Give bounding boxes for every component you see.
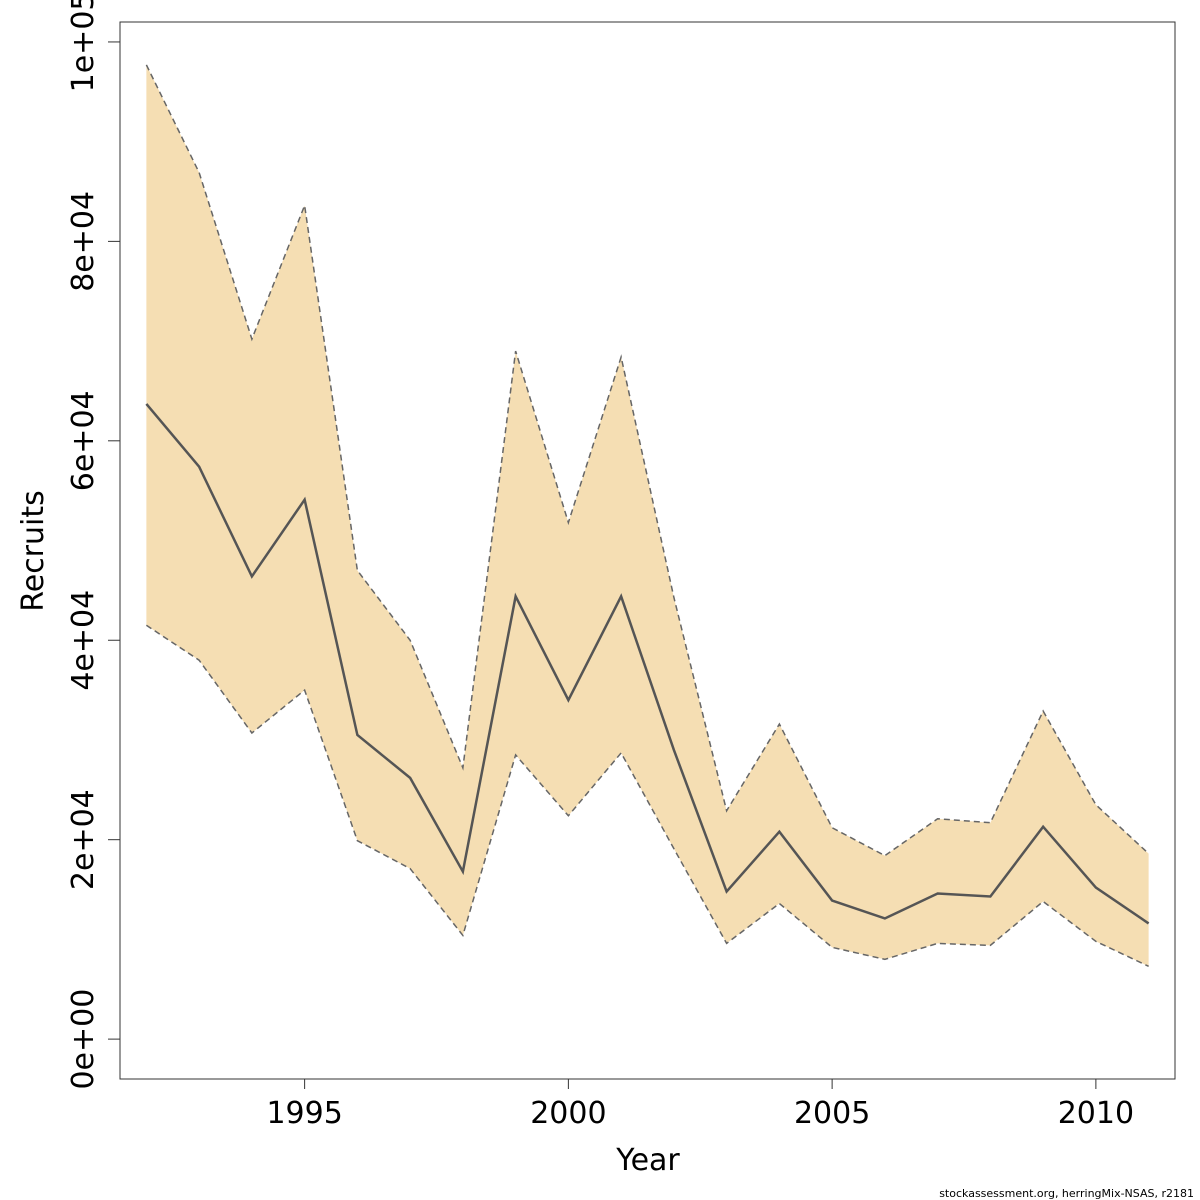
x-tick-label: 2000 — [530, 1096, 606, 1131]
x-axis: 1995 2000 2005 2010 — [266, 1079, 1134, 1131]
y-tick-label: 8e+04 — [66, 191, 101, 292]
y-tick-label: 6e+04 — [66, 390, 101, 491]
y-tick-label: 1e+05 — [66, 0, 101, 92]
y-axis-title: Recruits — [16, 490, 51, 612]
confidence-band — [146, 64, 1149, 967]
series-layer — [145, 64, 1150, 967]
lower-bound-line — [145, 624, 1149, 967]
y-axis: 0e+00 2e+04 4e+04 6e+04 8e+04 1e+05 — [66, 0, 120, 1090]
source-footer: stockassessment.org, herringMix-NSAS, r2… — [939, 1187, 1194, 1200]
confidence-band-layer — [146, 64, 1149, 967]
plot-frame — [119, 21, 1176, 1080]
x-tick-label: 2005 — [794, 1096, 870, 1131]
estimate-line — [145, 403, 1150, 925]
y-tick-label: 4e+04 — [66, 590, 101, 691]
y-tick-label: 2e+04 — [66, 789, 101, 890]
x-tick-label: 1995 — [266, 1096, 342, 1131]
x-axis-title: Year — [615, 1143, 680, 1178]
y-tick-label: 0e+00 — [66, 989, 101, 1090]
x-tick-label: 2010 — [1058, 1096, 1134, 1131]
